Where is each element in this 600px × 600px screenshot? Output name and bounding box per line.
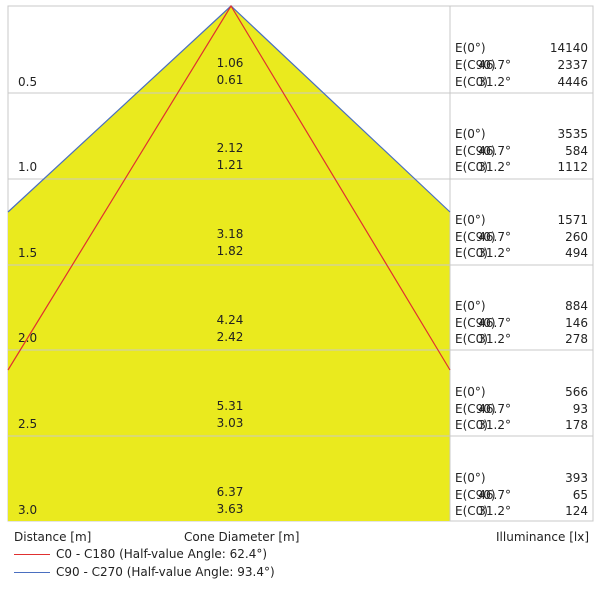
legend-entry-c0-c180: C0 - C180 (Half-value Angle: 62.4°) <box>14 547 314 563</box>
e0-value: 393 <box>565 471 588 485</box>
ec0-label: E(C0) <box>455 332 488 346</box>
ec0-label: E(C0) <box>455 246 488 260</box>
distance-value: 3.0 <box>18 503 38 517</box>
distance-value: 0.5 <box>18 75 38 89</box>
ec0-angle: 31.2° <box>478 160 511 174</box>
legend-text: C90 - C270 (Half-value Angle: 93.4°) <box>56 565 275 579</box>
ec0-value: 494 <box>565 246 588 260</box>
e0-value: 3535 <box>557 127 588 141</box>
e0-label: E(0°) <box>455 41 486 55</box>
e0-label: E(0°) <box>455 299 486 313</box>
ec0-label: E(C0) <box>455 418 488 432</box>
ec90-label: E(C90) <box>455 488 496 502</box>
ec90-value: 260 <box>565 230 588 244</box>
e0-label: E(0°) <box>455 471 486 485</box>
distance-value: 2.0 <box>18 331 38 345</box>
ec0-label: E(C0) <box>455 160 488 174</box>
e0-value: 1571 <box>557 213 588 227</box>
ec0-value: 124 <box>565 504 588 518</box>
e0-label: E(0°) <box>455 385 486 399</box>
legend-swatch-red <box>14 554 50 555</box>
ec90-angle: 46.7° <box>478 488 511 502</box>
ec0-value: 1112 <box>557 160 588 174</box>
ec90-angle: 46.7° <box>478 144 511 158</box>
illuminance-label: Illuminance [lx] <box>496 530 589 544</box>
ec0-angle: 31.2° <box>478 246 511 260</box>
ec0-angle: 31.2° <box>478 75 511 89</box>
ec0-angle: 31.2° <box>478 504 511 518</box>
cone-diameter-label: Cone Diameter [m] <box>184 530 300 544</box>
ec90-value: 65 <box>572 488 588 502</box>
ec0-value: 178 <box>565 418 588 432</box>
distance-axis-label: Distance [m] <box>14 530 92 544</box>
distance-value: 2.5 <box>18 417 38 431</box>
ec90-value: 146 <box>565 316 588 330</box>
legend-swatch-blue <box>14 572 50 573</box>
e0-label: E(0°) <box>455 127 486 141</box>
legend-entry-c90-c270: C90 - C270 (Half-value Angle: 93.4°) <box>14 565 314 581</box>
ec0-value: 4446 <box>557 75 588 89</box>
ec90-label: E(C90) <box>455 402 496 416</box>
ec90-label: E(C90) <box>455 316 496 330</box>
ec90-label: E(C90) <box>455 58 496 72</box>
ec0-label: E(C0) <box>455 504 488 518</box>
ec90-value: 584 <box>565 144 588 158</box>
ec0-value: 278 <box>565 332 588 346</box>
e0-value: 884 <box>565 299 588 313</box>
e0-value: 14140 <box>549 41 588 55</box>
ec90-angle: 46.7° <box>478 316 511 330</box>
c0-c180-boundary <box>7 4 451 371</box>
ec90-value: 2337 <box>557 58 588 72</box>
ec0-angle: 31.2° <box>478 332 511 346</box>
cone-fill <box>8 6 450 521</box>
ec90-angle: 46.7° <box>478 402 511 416</box>
ec0-label: E(C0) <box>455 75 488 89</box>
grid-lines <box>8 6 593 521</box>
ec90-angle: 46.7° <box>478 58 511 72</box>
e0-value: 566 <box>565 385 588 399</box>
ec90-value: 93 <box>572 402 588 416</box>
ec0-angle: 31.2° <box>478 418 511 432</box>
ec90-label: E(C90) <box>455 230 496 244</box>
distance-value: 1.5 <box>18 246 38 260</box>
ec90-angle: 46.7° <box>478 230 511 244</box>
ec90-label: E(C90) <box>455 144 496 158</box>
e0-label: E(0°) <box>455 213 486 227</box>
legend-text: C0 - C180 (Half-value Angle: 62.4°) <box>56 547 268 561</box>
distance-value: 1.0 <box>18 160 38 174</box>
